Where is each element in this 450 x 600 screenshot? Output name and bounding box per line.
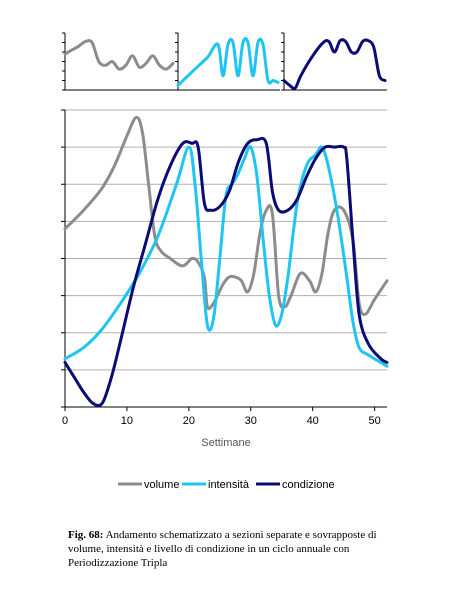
small-panel-volume: [62, 32, 175, 91]
small-series-line: [176, 36, 280, 87]
x-tick-label: 30: [245, 415, 257, 427]
figure-caption: Fig. 68: Andamento schematizzato a sezio…: [68, 528, 398, 570]
small-panel-intensita: [175, 32, 280, 91]
x-tick-label: 20: [183, 415, 195, 427]
series-line-condizione: [63, 136, 389, 408]
legend-item: volume: [118, 479, 179, 491]
caption-text: Andamento schematizzato a sezioni separa…: [68, 529, 377, 569]
x-tick-label: 50: [368, 415, 380, 427]
legend-item: intensità: [182, 479, 250, 491]
x-axis-title: Settimane: [201, 437, 251, 449]
small-series-line: [282, 38, 387, 91]
legend-label: condizione: [282, 479, 335, 491]
series-line-intensità: [63, 145, 389, 368]
legend-label: volume: [144, 479, 179, 491]
small-series-line: [63, 39, 175, 71]
legend: volume intensità condizione: [118, 479, 335, 491]
legend-label: intensità: [208, 479, 250, 491]
x-tick-label: 40: [307, 415, 319, 427]
small-panels: [62, 32, 387, 91]
main-chart: 0 10 20 30 40 50: [61, 109, 389, 427]
x-tick-label: 0: [62, 415, 68, 427]
x-tick-label: 10: [121, 415, 133, 427]
series-line-volume: [63, 115, 389, 316]
legend-item: condizione: [256, 479, 335, 491]
small-panel-condizione: [281, 32, 387, 91]
caption-label: Fig. 68:: [68, 529, 104, 541]
